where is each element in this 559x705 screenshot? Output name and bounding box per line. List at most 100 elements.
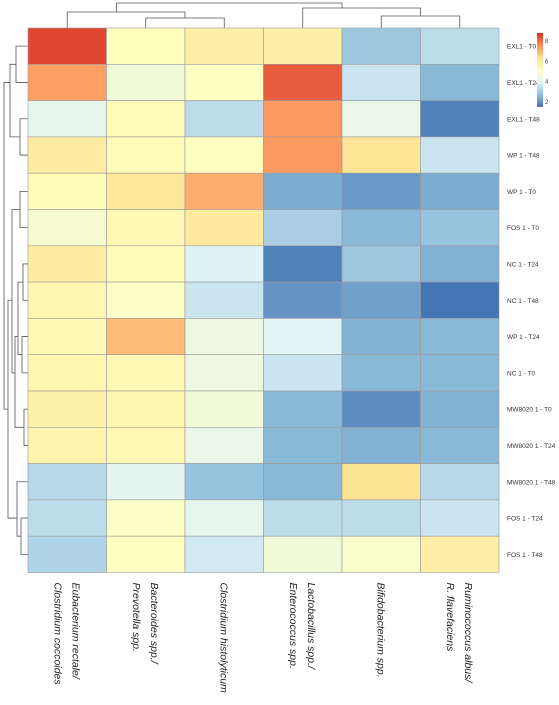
- colorbar-tick-label: 8: [545, 39, 549, 45]
- heatmap-cell: [341, 390, 421, 428]
- row-label: FOS 1 - T0: [507, 225, 539, 232]
- heatmap-cell: [341, 535, 421, 573]
- heatmap-cell: [420, 463, 500, 501]
- heatmap-cell: [184, 64, 264, 101]
- heatmap-cell: [27, 463, 107, 501]
- heatmap-cell: [27, 209, 107, 247]
- heatmap-cell: [263, 245, 343, 283]
- heatmap-cell: [106, 100, 186, 138]
- heatmap-cell: [106, 390, 186, 428]
- heatmap-cell: [263, 318, 343, 355]
- heatmap-cell: [420, 27, 500, 65]
- heatmap-cell: [184, 535, 264, 573]
- heatmap-cell: [184, 27, 264, 65]
- column-label: Eubacterium rectale/: [69, 583, 81, 680]
- heatmap-cell: [263, 281, 343, 319]
- heatmap-cell: [184, 499, 264, 537]
- row-labels: EXL1 - T0 EXL1 - T24 EXL1 - T48 WP 1 - T48 W…: [507, 44, 556, 559]
- dendrogram-branch: [16, 481, 28, 537]
- heatmap-cell: [263, 136, 343, 174]
- row-label: EXL1 - T24: [507, 80, 540, 87]
- row-label: NC 1 - T24: [507, 261, 539, 268]
- heatmap-cell: [184, 390, 264, 428]
- heatmap-cell: [184, 172, 264, 210]
- row-label: FOS 1 - T48: [507, 552, 543, 559]
- heatmap-cell: [27, 245, 107, 283]
- heatmap-cell: [27, 64, 107, 101]
- heatmap-cell: [27, 354, 107, 392]
- column-label: Enterococcus spp.: [287, 583, 299, 669]
- heatmap-cell: [420, 136, 500, 174]
- dendrogram-branch: [17, 281, 23, 356]
- colorbar-tick-label: 6: [545, 59, 549, 65]
- heatmap-cell: [106, 463, 186, 501]
- column-label: R. flavefaciens: [444, 583, 456, 653]
- dendrogram-branch: [380, 15, 461, 28]
- heatmap-cell: [341, 27, 421, 65]
- column-label: Lactobacillus spp./: [305, 583, 317, 670]
- row-label: MW8020 1 - T0: [507, 407, 552, 414]
- heatmap-cell: [106, 426, 186, 464]
- heatmap-cell: [420, 354, 500, 392]
- heatmap-cell: [27, 426, 107, 464]
- heatmap-cell: [184, 463, 264, 501]
- heatmap-cell: [263, 535, 343, 573]
- heatmap-cell: [184, 209, 264, 247]
- heatmap-cell: [106, 209, 186, 247]
- row-label: WP 1 - T0: [507, 189, 536, 196]
- heatmap-cell: [106, 245, 186, 283]
- row-dendrogram: [3, 45, 28, 555]
- heatmap-cell: [420, 281, 500, 319]
- heatmap-cell: [420, 535, 500, 573]
- heatmap-cell: [27, 136, 107, 174]
- heatmap-cell: [341, 426, 421, 464]
- heatmap-cell: [184, 136, 264, 174]
- heatmap-cell: [263, 499, 343, 537]
- heatmap-cell: [184, 100, 264, 138]
- colorbar-tick-label: 2: [545, 100, 549, 106]
- dendrogram-branch: [11, 209, 20, 374]
- dendrogram-branch: [19, 190, 28, 229]
- heatmap-cell: [341, 172, 421, 210]
- heatmap-cell: [106, 281, 186, 319]
- heatmap-cell: [341, 318, 421, 355]
- heatmap-cell: [420, 245, 500, 283]
- dendrogram-branch: [145, 17, 225, 28]
- row-label: EXL1 - T0: [507, 44, 537, 51]
- heatmap-cell: [341, 245, 421, 283]
- heatmap-cell: [420, 390, 500, 428]
- column-label: Ruminococcus albus/: [462, 583, 474, 684]
- heatmap-cell: [263, 390, 343, 428]
- dendrogram-branch: [9, 63, 20, 138]
- dendrogram-branch: [20, 517, 28, 555]
- colorbar-legend: 2 4 6 8: [537, 33, 549, 107]
- dendrogram-branch: [23, 408, 28, 446]
- heatmap-cell: [263, 354, 343, 392]
- column-label: Clostridium histolyticum: [217, 583, 229, 694]
- dendrogram-branch: [15, 45, 28, 83]
- heatmap-cell: [27, 100, 107, 138]
- heatmap-cell: [106, 64, 186, 101]
- dendrogram-branch: [116, 2, 343, 12]
- heatmap-cell: [341, 209, 421, 247]
- heatmap-cell: [184, 281, 264, 319]
- dendrogram-branch: [22, 263, 28, 301]
- heatmap-cell: [420, 172, 500, 210]
- heatmap-cell: [263, 27, 343, 65]
- row-label: MW8020 1 - T24: [507, 443, 556, 450]
- heatmap-cell: [263, 64, 343, 101]
- column-dendrogram: [66, 2, 461, 28]
- heatmap-cell: [27, 318, 107, 355]
- colorbar-tick-label: 4: [545, 80, 549, 86]
- column-label: Prevotella spp.: [130, 583, 142, 652]
- heatmap-cell: [27, 390, 107, 428]
- heatmap-cell: [106, 136, 186, 174]
- heatmap-cell: [106, 354, 186, 392]
- dendrogram-branch: [66, 11, 186, 28]
- heatmap-cell: [27, 499, 107, 537]
- heatmap-cell: [27, 535, 107, 573]
- heatmap-cell: [341, 136, 421, 174]
- heatmap-cell: [106, 535, 186, 573]
- heatmap-cell: [263, 463, 343, 501]
- dendrogram-branch: [302, 7, 421, 28]
